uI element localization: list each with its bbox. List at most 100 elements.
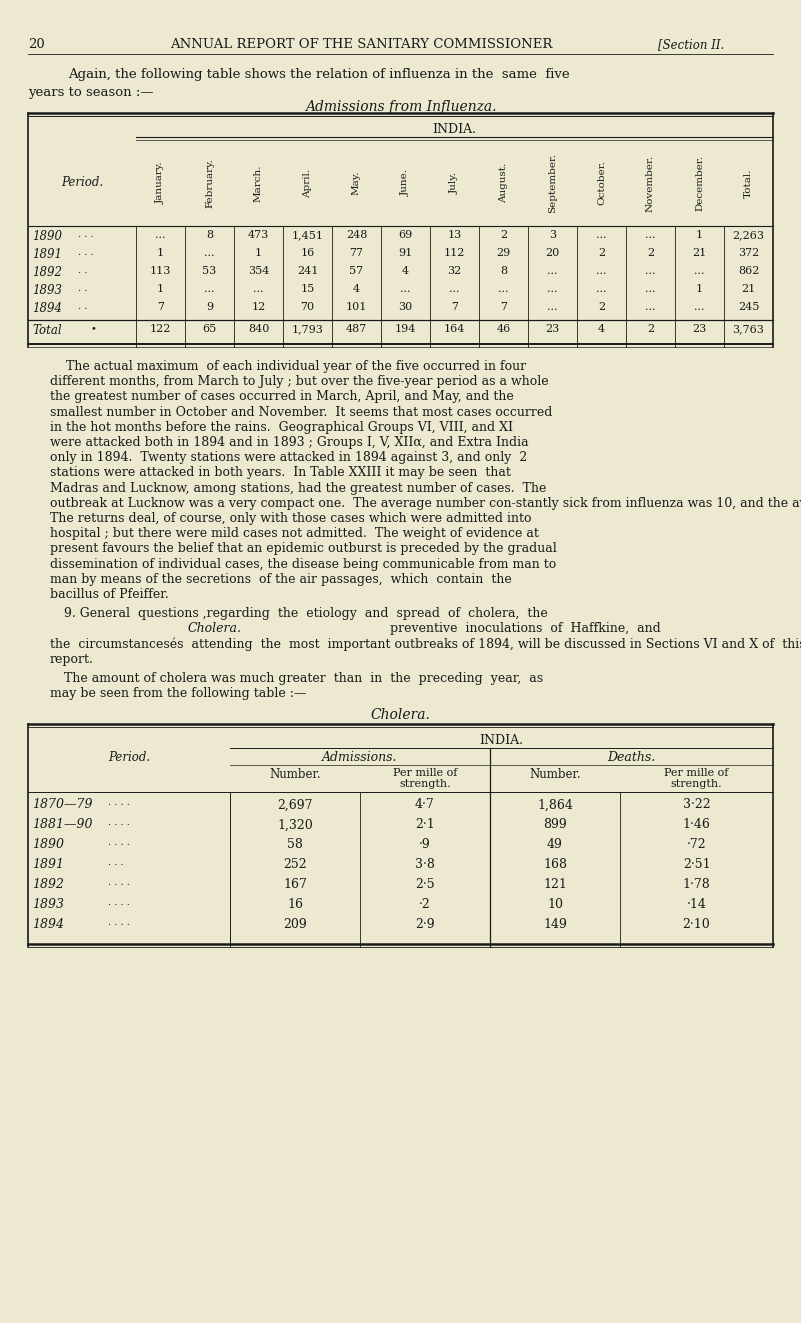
Text: 1: 1 — [157, 284, 164, 294]
Text: 69: 69 — [398, 230, 413, 239]
Text: 4: 4 — [353, 284, 360, 294]
Text: 2: 2 — [500, 230, 507, 239]
Text: 101: 101 — [346, 302, 367, 312]
Text: years to season :—: years to season :— — [28, 86, 154, 99]
Text: 1870—79: 1870—79 — [32, 798, 92, 811]
Text: July.: July. — [450, 172, 459, 194]
Text: Admissions from Influenza.: Admissions from Influenza. — [304, 101, 497, 114]
Text: 21: 21 — [692, 247, 706, 258]
Text: 1893: 1893 — [32, 284, 62, 296]
Text: preventive  inoculations  of  Haffkine,  and: preventive inoculations of Haffkine, and — [390, 622, 661, 635]
Text: 487: 487 — [346, 324, 367, 333]
Text: 1,793: 1,793 — [292, 324, 324, 333]
Text: 2: 2 — [598, 247, 605, 258]
Text: 3,763: 3,763 — [733, 324, 764, 333]
Text: 2: 2 — [647, 324, 654, 333]
Text: •: • — [90, 324, 96, 333]
Text: 1: 1 — [255, 247, 262, 258]
Text: 1: 1 — [157, 247, 164, 258]
Text: 121: 121 — [543, 878, 567, 892]
Text: Number.: Number. — [269, 769, 321, 782]
Text: Cholera.: Cholera. — [188, 622, 242, 635]
Text: were attacked both in 1894 and in 1893 ; Groups I, V, XIIα, and Extra India: were attacked both in 1894 and in 1893 ;… — [50, 437, 529, 448]
Text: ...: ... — [498, 284, 509, 294]
Text: Number.: Number. — [529, 769, 581, 782]
Text: 13: 13 — [448, 230, 461, 239]
Text: 2: 2 — [647, 247, 654, 258]
Text: 1892: 1892 — [32, 266, 62, 279]
Text: 1890: 1890 — [32, 230, 62, 243]
Text: 1·78: 1·78 — [682, 878, 710, 892]
Text: 46: 46 — [497, 324, 510, 333]
Text: 1894: 1894 — [32, 302, 62, 315]
Text: 7: 7 — [451, 302, 458, 312]
Text: August.: August. — [499, 163, 508, 204]
Text: 245: 245 — [738, 302, 759, 312]
Text: Period.: Period. — [108, 751, 150, 763]
Text: November.: November. — [646, 155, 655, 212]
Text: 372: 372 — [738, 247, 759, 258]
Text: The amount of cholera was much greater  than  in  the  preceding  year,  as: The amount of cholera was much greater t… — [64, 672, 543, 685]
Text: bacillus of Pfeiffer.: bacillus of Pfeiffer. — [50, 587, 169, 601]
Text: . . .: . . . — [108, 859, 123, 868]
Text: 1891: 1891 — [32, 859, 64, 872]
Text: 1881—90: 1881—90 — [32, 819, 92, 831]
Text: 58: 58 — [287, 839, 303, 852]
Text: ...: ... — [596, 284, 606, 294]
Text: ...: ... — [646, 284, 656, 294]
Text: ·9: ·9 — [419, 839, 431, 852]
Text: ...: ... — [646, 230, 656, 239]
Text: report.: report. — [50, 652, 94, 665]
Text: 354: 354 — [248, 266, 269, 277]
Text: . . . .: . . . . — [108, 819, 130, 827]
Text: 1,320: 1,320 — [277, 819, 313, 831]
Text: 2,697: 2,697 — [277, 798, 312, 811]
Text: 1893: 1893 — [32, 898, 64, 912]
Text: 16: 16 — [287, 898, 303, 912]
Text: January.: January. — [156, 161, 165, 204]
Text: ...: ... — [694, 302, 705, 312]
Text: 248: 248 — [346, 230, 367, 239]
Text: 8: 8 — [500, 266, 507, 277]
Text: 164: 164 — [444, 324, 465, 333]
Text: 8: 8 — [206, 230, 213, 239]
Text: 10: 10 — [547, 898, 563, 912]
Text: . . . .: . . . . — [108, 798, 130, 807]
Text: ...: ... — [596, 230, 606, 239]
Text: ·14: ·14 — [686, 898, 706, 912]
Text: 1,451: 1,451 — [292, 230, 324, 239]
Text: smallest number in October and November.  It seems that most cases occurred: smallest number in October and November.… — [50, 406, 553, 418]
Text: only in 1894.  Twenty stations were attacked in 1894 against 3, and only  2: only in 1894. Twenty stations were attac… — [50, 451, 527, 464]
Text: Per mille of: Per mille of — [392, 769, 457, 778]
Text: 2,263: 2,263 — [732, 230, 764, 239]
Text: October.: October. — [597, 160, 606, 205]
Text: June.: June. — [401, 169, 410, 197]
Text: 2·5: 2·5 — [415, 878, 435, 892]
Text: ...: ... — [204, 247, 215, 258]
Text: Deaths.: Deaths. — [607, 751, 656, 765]
Text: Total: Total — [32, 324, 62, 337]
Text: different months, from March to July ; but over the five-year period as a whole: different months, from March to July ; b… — [50, 376, 549, 388]
Text: 2·1: 2·1 — [415, 819, 435, 831]
Text: ...: ... — [694, 266, 705, 277]
Text: 2·51: 2·51 — [682, 859, 710, 872]
Text: Per mille of: Per mille of — [664, 769, 729, 778]
Text: 9: 9 — [206, 302, 213, 312]
Text: 23: 23 — [545, 324, 560, 333]
Text: ·72: ·72 — [686, 839, 706, 852]
Text: may be seen from the following table :—: may be seen from the following table :— — [50, 687, 306, 700]
Text: 1,864: 1,864 — [537, 798, 573, 811]
Text: The returns deal, of course, only with those cases which were admitted into: The returns deal, of course, only with t… — [50, 512, 532, 525]
Text: 7: 7 — [500, 302, 507, 312]
Text: 1890: 1890 — [32, 839, 64, 852]
Text: December.: December. — [695, 155, 704, 210]
Text: 57: 57 — [349, 266, 364, 277]
Text: . . .: . . . — [78, 230, 94, 239]
Text: the greatest number of cases occurred in March, April, and May, and the: the greatest number of cases occurred in… — [50, 390, 513, 404]
Text: 20: 20 — [545, 247, 560, 258]
Text: dissemination of individual cases, the disease being communicable from man to: dissemination of individual cases, the d… — [50, 557, 556, 570]
Text: 1894: 1894 — [32, 918, 64, 931]
Text: 473: 473 — [248, 230, 269, 239]
Text: 3·8: 3·8 — [415, 859, 435, 872]
Text: INDIA.: INDIA. — [480, 734, 524, 747]
